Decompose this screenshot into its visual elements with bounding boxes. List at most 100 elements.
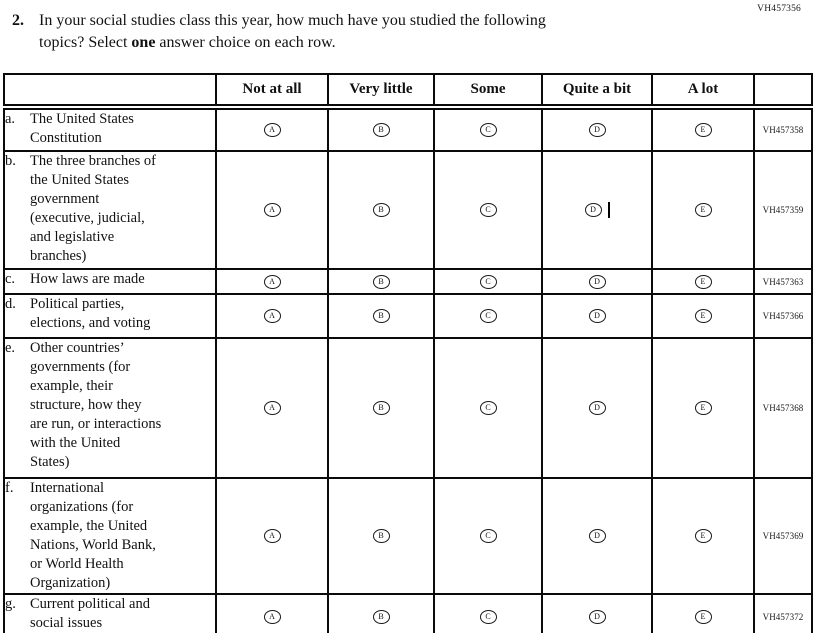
question-text-part2: answer choice on each row. — [155, 34, 336, 51]
page-accession-code: VH457356 — [757, 4, 801, 14]
answer-bubble-b[interactable]: B — [372, 401, 390, 416]
answer-bubble-a[interactable]: A — [263, 274, 281, 289]
answer-bubble-e[interactable]: E — [694, 610, 712, 625]
row-label-cell: f. International organizations (for examp… — [3, 477, 217, 595]
answer-bubble-c[interactable]: C — [479, 123, 497, 138]
answer-bubble-b[interactable]: B — [372, 274, 390, 289]
option-cell-b: B — [327, 337, 435, 479]
row-letter: f. — [5, 480, 14, 496]
question-text: In your social studies class this year, … — [39, 10, 546, 54]
table-header: Not at all Very little Some Quite a bit … — [3, 73, 813, 110]
row-topic-text: International organizations (for example… — [30, 480, 156, 591]
answer-bubble-e[interactable]: E — [694, 401, 712, 416]
answer-bubble-d[interactable]: D — [588, 123, 606, 138]
row-label-cell: g. Current political and social issues — [3, 593, 217, 633]
answer-bubble-a[interactable]: A — [263, 123, 281, 138]
row-label: a. The United States Constitution — [5, 110, 215, 148]
row-accession-code: VH457372 — [753, 593, 813, 633]
option-cell-b: B — [327, 150, 435, 270]
option-cell-a: A — [215, 150, 329, 270]
column-header-a-lot: A lot — [651, 73, 755, 110]
option-cell-a: A — [215, 268, 329, 295]
answer-bubble-e[interactable]: E — [694, 123, 712, 138]
row-letter: c. — [5, 271, 16, 287]
row-accession-code: VH457366 — [753, 293, 813, 339]
row-topic-text: The three branches of the United States … — [30, 153, 157, 264]
option-cell-e: E — [651, 337, 755, 479]
answer-bubble-c[interactable]: C — [479, 309, 497, 324]
option-cell-c: C — [433, 150, 543, 270]
row-letter: d. — [5, 296, 16, 312]
question-text-part1: In your social studies class this year, … — [39, 12, 546, 51]
table-row: b. The three branches of the United State… — [3, 150, 813, 270]
table-row: f. International organizations (for examp… — [3, 477, 813, 595]
option-cell-e: E — [651, 268, 755, 295]
text-cursor — [607, 202, 610, 219]
answer-bubble-e[interactable]: E — [694, 203, 712, 218]
row-letter: e. — [5, 340, 16, 356]
answer-bubble-c[interactable]: C — [479, 203, 497, 218]
option-cell-b: B — [327, 268, 435, 295]
option-cell-a: A — [215, 593, 329, 633]
option-cell-d: D — [541, 477, 653, 595]
option-cell-b: B — [327, 477, 435, 595]
code-column-header — [753, 73, 813, 110]
answer-bubble-a[interactable]: A — [263, 203, 281, 218]
option-cell-a: A — [215, 293, 329, 339]
answer-bubble-b[interactable]: B — [372, 203, 390, 218]
row-letter: a. — [5, 111, 16, 127]
answer-bubble-c[interactable]: C — [479, 274, 497, 289]
answer-bubble-a[interactable]: A — [263, 401, 281, 416]
answer-bubble-e[interactable]: E — [694, 309, 712, 324]
option-cell-a: A — [215, 337, 329, 479]
answer-bubble-b[interactable]: B — [372, 529, 390, 544]
table-row: a. The United States Constitution A B C D E VH4… — [3, 106, 813, 152]
answer-bubble-d[interactable]: D — [588, 401, 606, 416]
row-topic-text: The United States Constitution — [30, 111, 134, 146]
answer-bubble-d[interactable]: D — [584, 203, 602, 218]
answer-bubble-d[interactable]: D — [588, 610, 606, 625]
option-cell-c: C — [433, 268, 543, 295]
answer-bubble-e[interactable]: E — [694, 529, 712, 544]
answer-bubble-d[interactable]: D — [588, 274, 606, 289]
answer-bubble-a[interactable]: A — [263, 309, 281, 324]
answer-bubble-e[interactable]: E — [694, 274, 712, 289]
column-header-very-little: Very little — [327, 73, 435, 110]
answer-bubble-b[interactable]: B — [372, 610, 390, 625]
answer-bubble-d[interactable]: D — [588, 529, 606, 544]
option-cell-c: C — [433, 106, 543, 152]
column-header-some: Some — [433, 73, 543, 110]
option-cell-d: D — [541, 150, 653, 270]
header-row: Not at all Very little Some Quite a bit … — [3, 73, 813, 110]
answer-bubble-b[interactable]: B — [372, 309, 390, 324]
row-label: b. The three branches of the United State… — [5, 152, 215, 266]
option-cell-b: B — [327, 106, 435, 152]
row-accession-code: VH457359 — [753, 150, 813, 270]
answer-bubble-d[interactable]: D — [588, 309, 606, 324]
answer-bubble-c[interactable]: C — [479, 529, 497, 544]
row-label-cell: d. Political parties, elections, and voti… — [3, 293, 217, 339]
option-cell-b: B — [327, 593, 435, 633]
option-cell-c: C — [433, 337, 543, 479]
row-topic-text: Other countries’ governments (for exampl… — [30, 340, 162, 470]
answer-bubble-c[interactable]: C — [479, 401, 497, 416]
table-row: c. How laws are made A B C D E VH457363 — [3, 268, 813, 295]
option-cell-c: C — [433, 477, 543, 595]
topics-answer-grid: Not at all Very little Some Quite a bit … — [3, 73, 813, 633]
row-topic-text: Current political and social issues — [30, 596, 150, 631]
answer-bubble-a[interactable]: A — [263, 610, 281, 625]
option-cell-e: E — [651, 106, 755, 152]
row-label-cell: e. Other countries’ governments (for exam… — [3, 337, 217, 479]
question-number: 2. — [12, 12, 24, 29]
table-row: g. Current political and social issues A B C… — [3, 593, 813, 633]
answer-bubble-c[interactable]: C — [479, 610, 497, 625]
row-label: g. Current political and social issues — [5, 595, 215, 633]
option-cell-e: E — [651, 293, 755, 339]
row-label: f. International organizations (for examp… — [5, 479, 215, 593]
option-cell-a: A — [215, 106, 329, 152]
table-body: a. The United States Constitution A B C D E VH4… — [3, 106, 813, 633]
answer-bubble-a[interactable]: A — [263, 529, 281, 544]
answer-bubble-b[interactable]: B — [372, 123, 390, 138]
option-cell-e: E — [651, 477, 755, 595]
row-accession-code: VH457358 — [753, 106, 813, 152]
